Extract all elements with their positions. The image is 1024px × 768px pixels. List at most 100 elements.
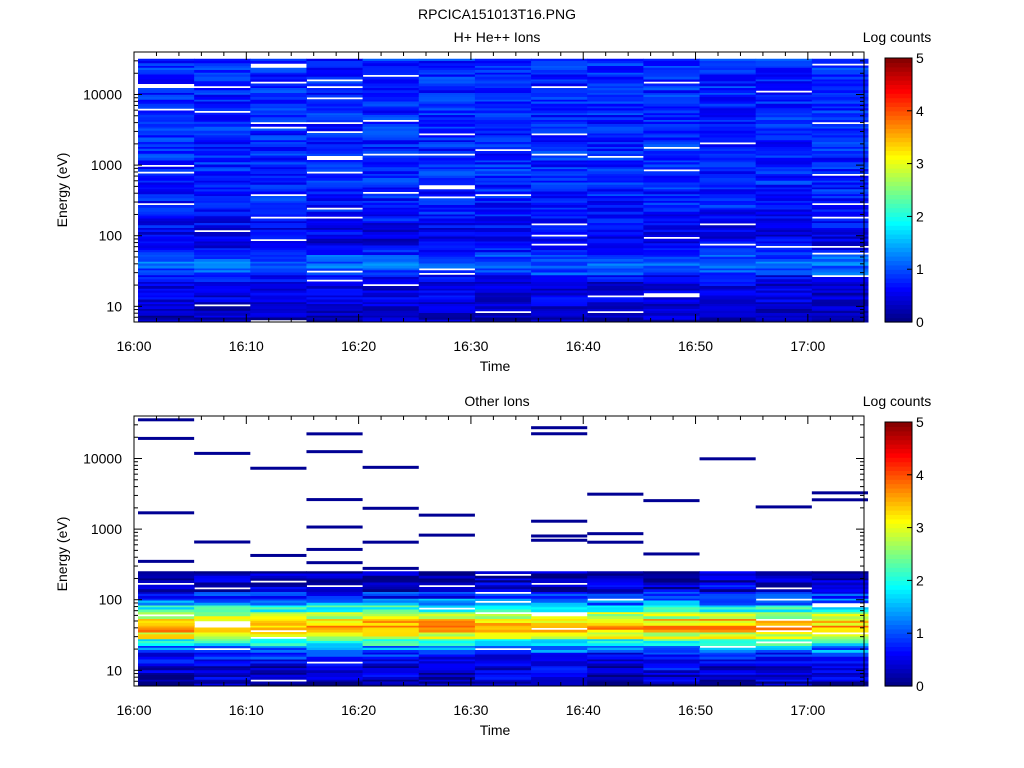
heatmap-cell (474, 144, 532, 147)
heatmap-cell (587, 67, 644, 71)
heatmap-cell (194, 191, 251, 195)
heatmap-cell (643, 575, 701, 579)
heatmap-cell (643, 135, 701, 138)
heatmap-cell (362, 160, 420, 163)
heatmap-cell (250, 108, 307, 111)
heatmap-cell (138, 274, 195, 278)
heatmap-cell (755, 106, 813, 109)
colorbar-tick-label: 1 (916, 261, 924, 277)
heatmap-cell (643, 663, 701, 667)
heatmap-cell (306, 301, 364, 305)
heatmap-cell (418, 632, 476, 635)
heatmap-cell (755, 198, 813, 201)
heatmap-cell (138, 234, 195, 237)
heatmap-cell (138, 602, 195, 606)
heatmap-cell (306, 142, 364, 145)
heatmap-cell (531, 193, 588, 197)
heatmap-cell (643, 679, 701, 682)
heatmap-cell (755, 677, 813, 680)
heatmap-cell (138, 663, 195, 667)
colorbar-swatch (885, 523, 912, 529)
heatmap-cell (755, 274, 813, 278)
heatmap-cell (643, 137, 701, 141)
heatmap-cell (699, 306, 757, 309)
heatmap-cell (362, 668, 420, 671)
heatmap-cell (474, 130, 532, 134)
heatmap-cell (138, 128, 195, 132)
heatmap-cell (306, 593, 364, 597)
heatmap-cell (587, 584, 644, 588)
heatmap-cell (194, 142, 251, 145)
heatmap-cell (811, 135, 869, 138)
heatmap-cell (418, 97, 476, 100)
heatmap-cell (362, 227, 420, 231)
heatmap-cell (811, 191, 869, 195)
heatmap-cell (306, 299, 364, 303)
heatmap-cell (306, 670, 364, 673)
heatmap-cell (811, 182, 869, 186)
heatmap-cell (643, 119, 701, 123)
heatmap-cell (194, 281, 251, 285)
heatmap-cell (587, 571, 644, 574)
heatmap-cell (811, 211, 869, 215)
heatmap-cell (699, 288, 757, 291)
heatmap-cell (194, 636, 251, 640)
heatmap-cell (362, 652, 420, 655)
y-tick-label: 100 (99, 228, 123, 244)
heatmap-cell (250, 112, 307, 116)
heatmap-cell (531, 142, 588, 145)
heatmap-cell (587, 209, 644, 213)
heatmap-cell (194, 160, 251, 163)
heatmap-cell (755, 627, 813, 631)
heatmap-cell (306, 164, 364, 168)
heatmap-cell (250, 137, 307, 141)
heatmap-cell (587, 146, 644, 150)
heatmap-cell (306, 638, 364, 642)
heatmap-cell (699, 130, 757, 134)
heatmap-cell (474, 274, 532, 278)
heatmap-cell (531, 250, 588, 253)
heatmap-cell (138, 310, 195, 314)
heatmap-cell (138, 119, 195, 123)
heatmap-cell (531, 61, 588, 64)
heatmap-cell (587, 272, 644, 276)
heatmap-cell (474, 166, 532, 170)
colorbar-swatch (885, 624, 912, 630)
heatmap-cell (531, 106, 588, 109)
heatmap-cell (418, 319, 476, 323)
colorbar-swatch (885, 203, 912, 209)
heatmap-cell (699, 263, 757, 267)
heatmap-cell (474, 308, 532, 312)
heatmap-cell (250, 191, 307, 195)
heatmap-cell (531, 263, 588, 267)
colorbar-swatch (885, 430, 912, 436)
heatmap-cell (418, 200, 476, 204)
heatmap-cell (587, 200, 644, 204)
heatmap-cell (474, 112, 532, 116)
heatmap-cell (811, 65, 869, 69)
heatmap-cell (194, 72, 251, 75)
heatmap-cell (250, 162, 307, 165)
heatmap-cell (643, 153, 701, 156)
heatmap-cell (531, 304, 588, 307)
heatmap-cell (250, 153, 307, 156)
colorbar-swatch (885, 496, 912, 502)
heatmap-cell (811, 589, 869, 592)
heatmap-cell (138, 559, 195, 563)
heatmap-cell (138, 238, 195, 242)
heatmap-cell (250, 645, 307, 649)
heatmap-cell (474, 598, 532, 601)
heatmap-cell (418, 281, 476, 285)
heatmap-cell (474, 133, 532, 136)
heatmap-cell (362, 162, 420, 165)
heatmap-cell (474, 175, 532, 179)
heatmap-cell (474, 584, 532, 588)
spectrogram-panel-h-he-ions: H+ He++ Ions 16:00 16:10 16:20 16:30 16:40 16… (54, 29, 931, 374)
heatmap-cell (643, 499, 700, 503)
heatmap-cell (194, 193, 251, 197)
heatmap-cell (587, 611, 644, 615)
heatmap-cell (587, 72, 644, 75)
heatmap-cell (531, 659, 588, 662)
heatmap-cell (643, 645, 701, 649)
heatmap-cell (643, 115, 701, 118)
